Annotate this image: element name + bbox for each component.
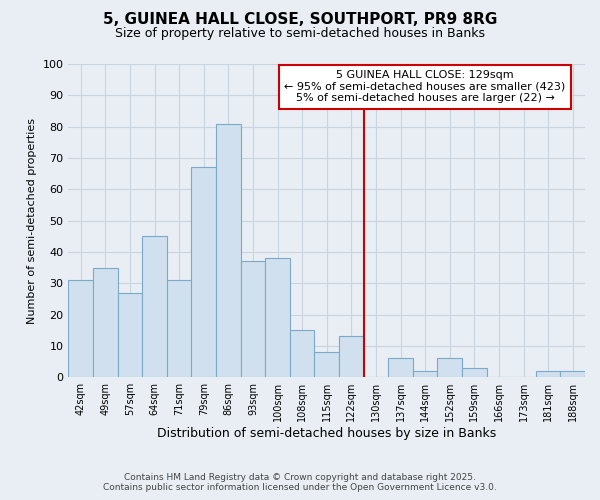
X-axis label: Distribution of semi-detached houses by size in Banks: Distribution of semi-detached houses by … <box>157 427 496 440</box>
Bar <box>314 352 339 377</box>
Bar <box>290 330 314 377</box>
Bar <box>167 280 191 377</box>
Bar <box>241 262 265 377</box>
Bar <box>191 168 216 377</box>
Bar <box>216 124 241 377</box>
Bar <box>437 358 462 377</box>
Bar <box>560 371 585 377</box>
Bar <box>413 371 437 377</box>
Bar <box>93 268 118 377</box>
Text: 5, GUINEA HALL CLOSE, SOUTHPORT, PR9 8RG: 5, GUINEA HALL CLOSE, SOUTHPORT, PR9 8RG <box>103 12 497 28</box>
Bar <box>142 236 167 377</box>
Bar <box>388 358 413 377</box>
Bar <box>462 368 487 377</box>
Text: 5 GUINEA HALL CLOSE: 129sqm
← 95% of semi-detached houses are smaller (423)
5% o: 5 GUINEA HALL CLOSE: 129sqm ← 95% of sem… <box>284 70 566 104</box>
Bar <box>339 336 364 377</box>
Bar <box>68 280 93 377</box>
Bar <box>118 292 142 377</box>
Bar <box>536 371 560 377</box>
Text: Contains HM Land Registry data © Crown copyright and database right 2025.
Contai: Contains HM Land Registry data © Crown c… <box>103 473 497 492</box>
Text: Size of property relative to semi-detached houses in Banks: Size of property relative to semi-detach… <box>115 28 485 40</box>
Y-axis label: Number of semi-detached properties: Number of semi-detached properties <box>27 118 37 324</box>
Bar <box>265 258 290 377</box>
